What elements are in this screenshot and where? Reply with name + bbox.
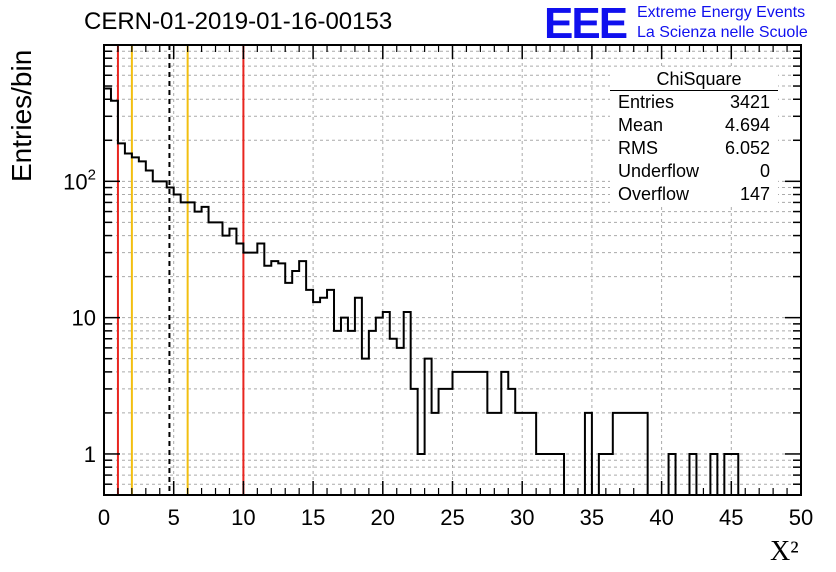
stats-label: Mean [618,115,664,135]
stats-value: 147 [739,184,770,204]
axis-tick-labels: 0 5 10 15 20 25 30 35 40 45 50 1 10 102 [63,166,813,530]
y-tick-label: 102 [63,166,96,194]
x-axis-label: X² [770,536,799,567]
y-tick-label: 1 [84,442,96,467]
x-tick-label: 20 [371,505,395,530]
axis-ticks [103,44,802,496]
stats-box: ChiSquare Entries 3421 Mean 4.694 RMS 6.052… [610,68,778,206]
stats-value: 4.694 [724,115,770,135]
stats-row: Mean 4.694 [610,114,778,137]
reference-lines [116,45,245,495]
stats-label: Underflow [618,161,700,181]
logo-line-1: Extreme Energy Events [637,4,806,21]
stats-value: 0 [759,161,770,181]
stats-title: ChiSquare [610,68,778,91]
x-tick-label: 35 [580,505,604,530]
x-tick-label: 15 [301,505,325,530]
x-tick-label: 25 [440,505,464,530]
stats-label: Entries [618,92,675,112]
stats-value: 3421 [729,92,770,112]
x-tick-label: 30 [510,505,534,530]
stats-value: 6.052 [724,138,770,158]
x-tick-label: 50 [789,505,813,530]
x-tick-label: 5 [168,505,180,530]
logo-line-2: La Scienza nelle Scuole [637,24,808,41]
stats-label: RMS [618,138,658,158]
x-tick-label: 40 [649,505,673,530]
x-tick-label: 45 [719,505,743,530]
stats-row: RMS 6.052 [610,137,778,160]
eee-logo: EEE [544,0,628,48]
grid-lines [104,44,801,496]
stats-row: Underflow 0 [610,160,778,183]
stats-row: Overflow 147 [610,183,778,206]
run-title: CERN-01-2019-01-16-00153 [84,8,393,35]
x-tick-label: 0 [98,505,110,530]
stats-label: Overflow [618,184,690,204]
y-axis-label-text: Entries/bin [6,49,37,182]
stats-row: Entries 3421 [610,91,778,114]
histogram-series [104,87,774,496]
x-tick-label: 10 [231,505,255,530]
y-tick-label: 10 [72,306,96,331]
